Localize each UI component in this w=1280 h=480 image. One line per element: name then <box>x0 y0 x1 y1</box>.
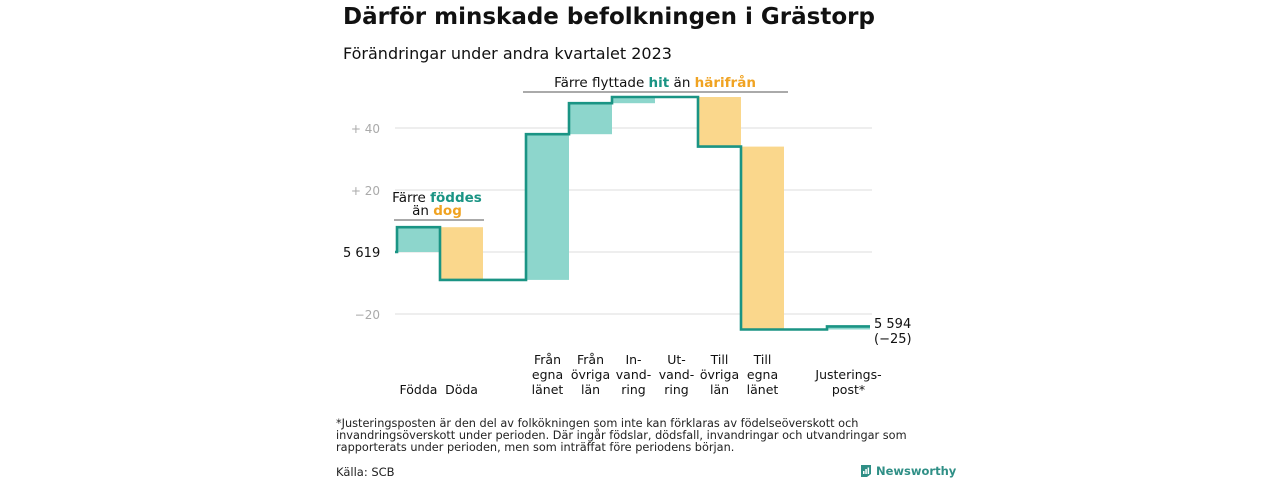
waterfall-bar <box>440 227 483 280</box>
start-value-label: 5 619 <box>343 246 380 261</box>
category-label: Döda <box>445 382 478 397</box>
births-annotation-line2: än dog <box>412 203 462 219</box>
category-label: län <box>581 382 600 397</box>
waterfall-bar <box>698 97 741 147</box>
category-label: övriga <box>571 367 610 382</box>
category-label: egna <box>747 367 778 382</box>
waterfall-bar <box>612 97 655 104</box>
waterfall-bar <box>569 103 612 135</box>
category-label: Justerings- <box>814 367 881 382</box>
newsworthy-logo-icon <box>861 465 871 477</box>
category-label: länet <box>532 382 564 397</box>
category-label: ring <box>621 382 645 397</box>
category-label: post* <box>832 382 865 397</box>
y-tick-label: + 20 <box>351 184 380 198</box>
waterfall-bar <box>526 134 569 280</box>
brand-logo: Newsworthy <box>860 464 956 478</box>
category-label: egna <box>532 367 563 382</box>
category-label: ring <box>664 382 688 397</box>
category-label: Födda <box>400 382 438 397</box>
chart-subtitle: Förändringar under andra kvartalet 2023 <box>343 44 672 63</box>
category-label: Till <box>710 352 729 367</box>
births-annotation-line1: Färre föddes <box>392 190 482 206</box>
category-label: övriga <box>700 367 739 382</box>
waterfall-bar <box>397 227 440 252</box>
end-value-label: 5 594 <box>874 317 911 332</box>
category-label: Till <box>753 352 772 367</box>
category-label: vand- <box>616 367 651 382</box>
footnote: *Justeringsposten är den del av folkökni… <box>336 417 907 454</box>
y-tick-label: −20 <box>355 308 380 322</box>
waterfall-bar <box>741 146 784 330</box>
category-label: Ut- <box>667 352 686 367</box>
waterfall-bar <box>827 326 870 330</box>
category-label: In- <box>625 352 641 367</box>
category-label: länet <box>747 382 779 397</box>
category-label: län <box>710 382 729 397</box>
source-label: Källa: SCB <box>336 465 395 479</box>
migration-annotation: Färre flyttade hit än härifrån <box>554 74 756 91</box>
category-label: vand- <box>659 367 694 382</box>
cumulative-step-line <box>395 95 870 331</box>
end-change-label: (−25) <box>874 332 912 347</box>
y-tick-label: + 40 <box>351 122 380 136</box>
chart-title: Därför minskade befolkningen i Grästorp <box>343 4 875 30</box>
category-label: Från <box>577 352 604 367</box>
brand-name: Newsworthy <box>876 464 957 478</box>
category-label: Från <box>534 352 561 367</box>
